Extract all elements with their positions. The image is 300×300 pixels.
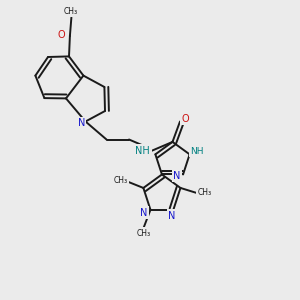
Text: CH₃: CH₃ xyxy=(197,188,212,197)
Text: O: O xyxy=(182,113,189,124)
Text: NH: NH xyxy=(190,147,204,156)
Text: N: N xyxy=(168,211,175,221)
Text: N: N xyxy=(140,208,148,218)
Text: CH₃: CH₃ xyxy=(137,229,151,238)
Text: N: N xyxy=(173,171,181,181)
Text: NH: NH xyxy=(135,146,150,156)
Text: CH₃: CH₃ xyxy=(64,7,78,16)
Text: O: O xyxy=(57,30,65,40)
Text: N: N xyxy=(78,118,85,128)
Text: CH₃: CH₃ xyxy=(114,176,128,185)
